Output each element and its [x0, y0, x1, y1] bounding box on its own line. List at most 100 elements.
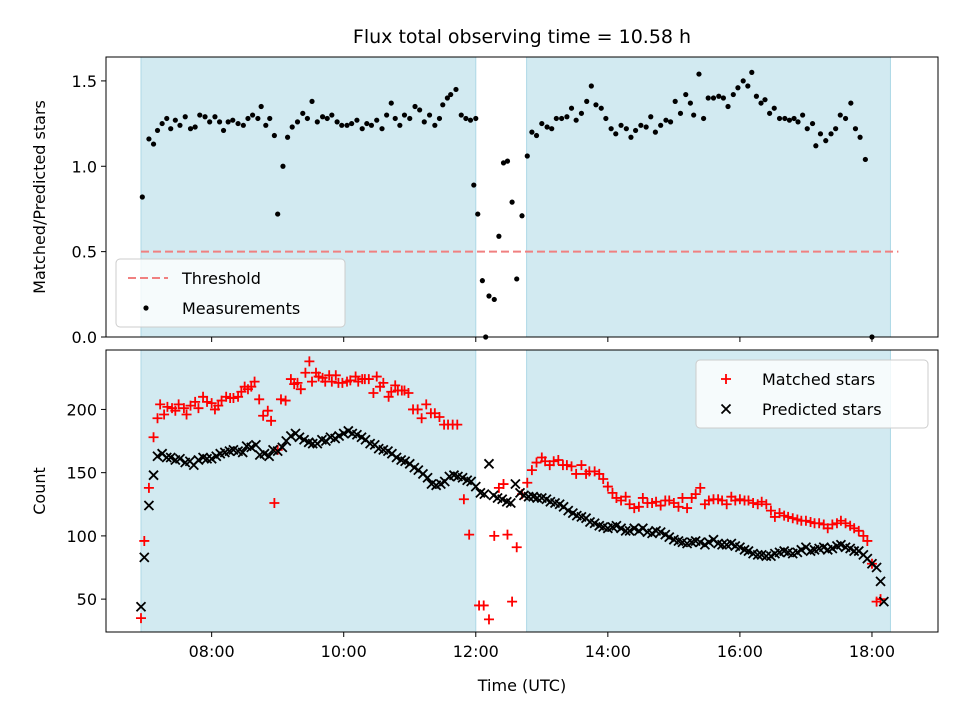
- data-point: [452, 419, 463, 430]
- data-point: [168, 126, 174, 132]
- data-point: [300, 110, 306, 116]
- data-point: [752, 549, 763, 560]
- data-point: [202, 396, 213, 407]
- data-point: [491, 296, 497, 303]
- data-point: [463, 115, 469, 122]
- data-point: [228, 393, 239, 404]
- data-point: [593, 102, 599, 108]
- data-point: [416, 413, 427, 424]
- data-point: [648, 114, 654, 120]
- data-point: [426, 112, 433, 118]
- data-point: [705, 95, 711, 101]
- x-tick-label: 08:00: [189, 642, 235, 661]
- data-point: [187, 126, 194, 132]
- data-point: [509, 199, 515, 205]
- data-point: [598, 105, 604, 111]
- data-point: [486, 293, 492, 299]
- data-point: [510, 478, 521, 490]
- data-point: [643, 124, 649, 130]
- data-point: [271, 132, 277, 139]
- data-point: [192, 124, 198, 130]
- data-point: [687, 100, 693, 106]
- data-point: [862, 535, 873, 546]
- data-point: [295, 384, 306, 395]
- data-point: [434, 412, 445, 423]
- data-point: [152, 413, 163, 424]
- data-point: [263, 451, 275, 462]
- data-point: [458, 112, 464, 118]
- data-point: [730, 495, 741, 506]
- data-point: [695, 482, 706, 493]
- data-point: [532, 492, 543, 504]
- data-point: [524, 153, 530, 159]
- data-point: [190, 396, 201, 407]
- data-point: [292, 377, 303, 388]
- data-point: [620, 491, 631, 502]
- data-point: [658, 122, 664, 128]
- data-point: [613, 131, 619, 137]
- data-point: [584, 98, 590, 104]
- data-point: [236, 386, 247, 397]
- data-point: [853, 525, 864, 536]
- data-point: [135, 613, 146, 624]
- x-tick-label: 14:00: [585, 642, 631, 661]
- data-point: [364, 120, 370, 127]
- data-point: [150, 141, 157, 147]
- data-point: [522, 477, 533, 488]
- data-point: [620, 525, 631, 536]
- data-point: [135, 601, 147, 612]
- data-point: [762, 97, 768, 103]
- chart-title: Flux total observing time = 10.58 h: [353, 26, 691, 48]
- data-point: [249, 376, 260, 387]
- data-point: [309, 98, 315, 104]
- data-point: [421, 119, 427, 125]
- data-point: [368, 387, 379, 398]
- data-point: [304, 115, 310, 122]
- data-point: [198, 391, 209, 402]
- data-point: [314, 119, 320, 125]
- data-point: [255, 115, 261, 122]
- data-point: [602, 481, 613, 492]
- data-point: [720, 95, 726, 101]
- data-point: [804, 126, 810, 132]
- data-point: [716, 539, 728, 550]
- data-point: [262, 405, 273, 416]
- data-point: [216, 119, 223, 125]
- data-point: [576, 460, 587, 471]
- data-point: [392, 115, 398, 122]
- data-point: [304, 356, 315, 367]
- data-point: [505, 497, 516, 509]
- data-point: [334, 119, 340, 125]
- data-point: [378, 377, 389, 388]
- data-point: [568, 105, 575, 111]
- legend-label: Predicted stars: [762, 400, 882, 419]
- data-point: [683, 91, 689, 98]
- data-point: [339, 122, 345, 128]
- data-point: [672, 98, 678, 104]
- data-point: [345, 375, 356, 386]
- data-point: [725, 103, 731, 110]
- data-point: [417, 107, 423, 113]
- data-point: [608, 126, 614, 132]
- data-point: [663, 117, 669, 123]
- data-point: [383, 391, 394, 402]
- data-point: [403, 387, 414, 398]
- data-point: [213, 400, 224, 411]
- data-point: [172, 117, 178, 123]
- data-point: [164, 115, 170, 122]
- data-point: [548, 456, 559, 467]
- legend: Matched stars Predicted stars: [695, 359, 929, 429]
- data-point: [193, 403, 204, 414]
- data-point: [307, 376, 318, 387]
- data-point: [329, 112, 335, 118]
- data-point: [344, 122, 350, 128]
- panel-1: 0.0 0.5 1.0 1.5 Flux total observing time = …: [30, 26, 939, 347]
- data-point: [765, 505, 776, 516]
- data-point: [652, 129, 658, 135]
- data-point: [479, 278, 485, 284]
- legend-label: Measurements: [182, 299, 300, 318]
- data-point: [849, 545, 860, 557]
- data-point: [146, 136, 152, 142]
- data-point: [139, 535, 150, 546]
- data-point: [857, 134, 863, 140]
